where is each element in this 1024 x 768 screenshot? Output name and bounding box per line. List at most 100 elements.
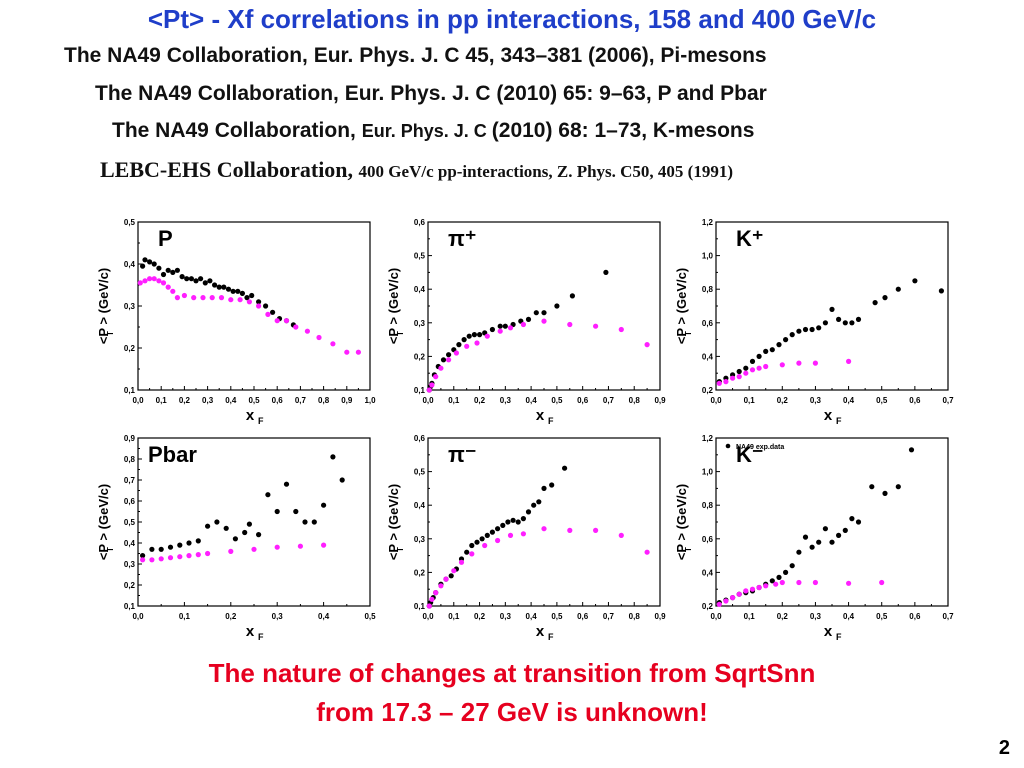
data-point-black: [179, 274, 185, 280]
data-point-magenta: [484, 333, 490, 339]
data-point-magenta: [433, 374, 439, 380]
x-tick-label: 0,1: [448, 396, 460, 405]
reference-k-mesons-part-c: (2010) 68: 1–73, K-mesons: [491, 119, 755, 142]
data-point-black: [500, 522, 506, 528]
data-point-magenta: [137, 280, 143, 286]
x-tick-label: 0,5: [248, 396, 260, 405]
data-point-black: [525, 509, 532, 515]
x-tick-label: 0,3: [500, 612, 512, 621]
y-axis-label-subscript: T: [106, 331, 115, 336]
conclusion-line-2: from 17.3 – 27 GeV is unknown!: [316, 697, 708, 727]
x-tick-label: 0,4: [843, 396, 855, 405]
data-point-black: [225, 286, 232, 292]
y-tick-label: 0,6: [414, 434, 426, 443]
data-point-magenta: [507, 532, 514, 538]
data-point-black: [533, 310, 539, 316]
x-tick-label: 0,5: [364, 612, 376, 621]
data-point-magenta: [846, 580, 852, 586]
data-point-black: [456, 342, 462, 348]
conclusion-line-1: The nature of changes at transition from…: [208, 658, 816, 688]
x-tick-label: 0,7: [603, 612, 615, 621]
data-point-black: [230, 288, 236, 294]
data-point-magenta: [433, 590, 439, 596]
data-point-black: [330, 454, 336, 460]
data-point-black: [311, 519, 317, 525]
data-point-magenta: [293, 324, 299, 330]
data-point-black: [205, 523, 211, 529]
x-tick-label: 0,6: [272, 396, 284, 405]
reference-p-pbar: The NA49 Collaboration, Eur. Phys. J. C …: [95, 82, 767, 105]
reference-lebc-ehs-part-a: LEBC-EHS Collaboration,: [100, 157, 359, 182]
x-tick-label: 0,5: [551, 612, 563, 621]
x-tick-label: 0,0: [422, 396, 434, 405]
data-point-black: [796, 328, 802, 334]
y-tick-label: 0,6: [124, 497, 136, 506]
reference-lebc-ehs-part-b: 400 GeV/c pp-interactions, Z. Phys. C50,…: [358, 162, 734, 181]
data-point-black: [842, 527, 848, 533]
data-point-black: [477, 332, 483, 338]
data-point-magenta: [458, 559, 465, 565]
data-point-black: [142, 257, 148, 263]
data-point-magenta: [749, 586, 756, 592]
data-point-black: [549, 482, 555, 488]
x-tick-label: 0,1: [744, 396, 756, 405]
data-point-black: [469, 542, 475, 549]
x-tick-label: 0,4: [318, 612, 330, 621]
data-point-magenta: [618, 326, 624, 333]
y-tick-label: 0,4: [702, 568, 714, 577]
y-tick-label: 0,3: [124, 302, 136, 311]
data-point-black: [274, 508, 280, 515]
data-point-magenta: [344, 349, 350, 355]
data-point-black: [872, 300, 878, 306]
x-tick-label: 0,7: [942, 612, 954, 621]
data-point-black: [536, 499, 542, 505]
data-point-black: [479, 536, 485, 542]
data-point-magenta: [593, 323, 599, 329]
x-tick-label: 0,8: [629, 396, 641, 405]
x-axis-label-subscript: F: [258, 632, 264, 642]
y-tick-label: 0,1: [414, 602, 426, 611]
data-point-black: [802, 326, 809, 333]
panel-label: π⁻: [448, 442, 476, 467]
chart-k-minus: 0,0 0,1 0,2 0,3 0,4 0,5 0,6 0,7 0,2 0,4 0,6 0,8 1,0 1…: [674, 434, 954, 642]
x-tick-label: 0,5: [551, 396, 563, 405]
data-point-black: [195, 538, 201, 544]
y-axis-label: <P > (GeV/c): [674, 268, 689, 344]
x-tick-label: 0,1: [448, 612, 460, 621]
panel-label: P: [158, 226, 173, 251]
x-tick-label: 0,3: [500, 396, 512, 405]
reference-lebc-ehs: LEBC-EHS Collaboration, 400 GeV/c pp-int…: [100, 157, 733, 183]
data-point-magenta: [796, 360, 802, 366]
x-tick-label: 0,2: [225, 612, 237, 621]
data-point-magenta: [846, 358, 852, 364]
data-point-black: [283, 481, 290, 487]
x-tick-label: 0,1: [744, 612, 756, 621]
data-point-black: [188, 276, 194, 282]
y-tick-label: 0,2: [414, 568, 426, 577]
y-axis-label-group: <P > (GeV/c)T: [96, 484, 115, 560]
data-point-black: [783, 337, 789, 343]
data-point-black: [938, 288, 944, 294]
data-point-black: [474, 539, 480, 545]
y-axis-label: <P > (GeV/c): [674, 484, 689, 560]
data-point-magenta: [756, 365, 762, 371]
y-tick-label: 0,6: [702, 535, 714, 544]
data-point-black: [829, 539, 835, 545]
data-point-black: [796, 549, 802, 555]
data-point-black: [471, 332, 477, 338]
x-tick-label: 0,0: [710, 612, 722, 621]
y-axis-label-subscript: T: [106, 547, 115, 552]
chart-pi-minus: 0,0 0,1 0,2 0,3 0,4 0,5 0,6 0,7 0,8 0,90,10,20,30…: [386, 434, 666, 642]
data-point-magenta: [541, 318, 547, 324]
y-tick-label: 0,1: [414, 386, 426, 395]
data-point-black: [743, 365, 749, 371]
data-point-black: [809, 544, 815, 550]
data-point-black: [147, 259, 153, 265]
data-point-magenta: [763, 583, 769, 589]
chart-k-plus: 0,0 0,1 0,2 0,3 0,4 0,5 0,6 0,7 0,2 0,4 0,6 0,8 1,0 1…: [674, 218, 954, 426]
x-tick-label: 0,0: [710, 396, 722, 405]
data-point-magenta: [779, 579, 785, 586]
y-tick-label: 0,5: [414, 252, 426, 261]
data-point-black: [244, 295, 250, 301]
x-tick-label: 0,6: [909, 612, 921, 621]
